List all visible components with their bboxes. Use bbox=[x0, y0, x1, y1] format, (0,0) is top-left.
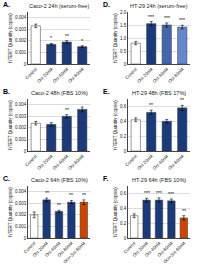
svg-text:0.001: 0.001 bbox=[15, 224, 27, 229]
svg-text:0.001: 0.001 bbox=[15, 50, 27, 55]
svg-text:**: ** bbox=[57, 202, 61, 208]
svg-text:Control: Control bbox=[23, 241, 37, 255]
svg-text:**: ** bbox=[69, 192, 73, 198]
svg-text:HT-29 48h (FBS 17%): HT-29 48h (FBS 17%) bbox=[132, 90, 186, 96]
svg-text:Oct 60nM: Oct 60nM bbox=[56, 240, 74, 258]
svg-text:Oct 20nM: Oct 20nM bbox=[36, 153, 54, 171]
svg-text:Oct+Sst 60nM: Oct+Sst 60nM bbox=[162, 240, 186, 264]
svg-text:Control: Control bbox=[124, 154, 138, 168]
svg-text:C.: C. bbox=[3, 175, 10, 182]
svg-text:**: ** bbox=[149, 102, 153, 108]
svg-text:***: *** bbox=[164, 15, 170, 21]
svg-text:Oct 20nM: Oct 20nM bbox=[36, 66, 54, 84]
svg-text:0: 0 bbox=[124, 149, 127, 154]
svg-text:Control: Control bbox=[24, 154, 38, 168]
svg-text:hTERT Quantity (copies): hTERT Quantity (copies) bbox=[113, 100, 118, 150]
svg-text:hTERT Quantity (copies): hTERT Quantity (copies) bbox=[8, 187, 13, 237]
svg-text:hTERT Quantity (copies): hTERT Quantity (copies) bbox=[113, 13, 118, 63]
svg-text:1.5: 1.5 bbox=[120, 23, 127, 28]
svg-text:D.: D. bbox=[103, 1, 110, 8]
svg-text:Oct 20nM: Oct 20nM bbox=[132, 240, 150, 258]
svg-text:Oct 40nM: Oct 40nM bbox=[44, 240, 62, 258]
svg-text:0.4: 0.4 bbox=[120, 119, 127, 124]
svg-text:**: ** bbox=[65, 33, 69, 39]
svg-text:1.0: 1.0 bbox=[120, 36, 127, 41]
svg-text:0.004: 0.004 bbox=[15, 189, 27, 194]
svg-text:Oct 40nM: Oct 40nM bbox=[52, 66, 70, 84]
svg-text:F.: F. bbox=[103, 175, 109, 182]
svg-text:HT-29 64h (FBS 10%): HT-29 64h (FBS 10%) bbox=[132, 177, 186, 183]
svg-text:Oct 20nM: Oct 20nM bbox=[136, 153, 154, 171]
svg-text:Oct 40nM: Oct 40nM bbox=[152, 153, 170, 171]
svg-text:0.002: 0.002 bbox=[15, 212, 27, 217]
svg-text:0: 0 bbox=[24, 62, 27, 67]
svg-text:hTERT Quantity (copies): hTERT Quantity (copies) bbox=[113, 187, 118, 237]
svg-text:hTERT Quantity (copies): hTERT Quantity (copies) bbox=[8, 100, 13, 150]
svg-text:2.0: 2.0 bbox=[120, 10, 127, 15]
svg-text:0: 0 bbox=[24, 236, 27, 241]
svg-text:0: 0 bbox=[24, 149, 27, 154]
svg-text:0.4: 0.4 bbox=[120, 206, 127, 211]
svg-text:***: *** bbox=[156, 190, 162, 196]
svg-text:Control: Control bbox=[123, 241, 137, 255]
svg-text:0.2: 0.2 bbox=[120, 221, 127, 226]
svg-text:0.003: 0.003 bbox=[15, 114, 27, 119]
svg-text:0.002: 0.002 bbox=[15, 125, 27, 130]
svg-text:Caco-2 24h (serum-free): Caco-2 24h (serum-free) bbox=[29, 3, 89, 9]
svg-text:B.: B. bbox=[3, 88, 10, 95]
svg-text:A.: A. bbox=[3, 1, 10, 8]
svg-text:**: ** bbox=[82, 192, 86, 198]
svg-text:Oct 40nM: Oct 40nM bbox=[152, 66, 170, 84]
svg-text:0.5: 0.5 bbox=[120, 49, 127, 54]
svg-text:*: * bbox=[50, 35, 52, 41]
svg-text:Oct 60nM: Oct 60nM bbox=[167, 66, 185, 84]
svg-text:0.2: 0.2 bbox=[120, 134, 127, 139]
svg-text:Oct 60nM: Oct 60nM bbox=[167, 153, 185, 171]
svg-text:Control: Control bbox=[124, 67, 138, 81]
svg-text:***: *** bbox=[144, 190, 150, 196]
svg-text:Oct 40nM: Oct 40nM bbox=[52, 153, 70, 171]
svg-text:**: ** bbox=[182, 208, 186, 214]
svg-text:0.004: 0.004 bbox=[15, 102, 27, 107]
svg-text:Oct 60nM: Oct 60nM bbox=[67, 153, 85, 171]
svg-text:0.002: 0.002 bbox=[15, 38, 27, 43]
svg-text:E.: E. bbox=[103, 88, 110, 95]
svg-text:Caco-2 64h (FBS 10%): Caco-2 64h (FBS 10%) bbox=[31, 177, 88, 183]
svg-text:Oct 40nM: Oct 40nM bbox=[144, 240, 162, 258]
svg-text:hTERT Quantity (copies): hTERT Quantity (copies) bbox=[8, 13, 13, 63]
svg-text:Oct 60nM: Oct 60nM bbox=[156, 240, 174, 258]
svg-text:0: 0 bbox=[124, 236, 127, 241]
svg-text:0.6: 0.6 bbox=[120, 104, 127, 109]
svg-text:Control: Control bbox=[24, 67, 38, 81]
svg-text:Oct+Sst 60nM: Oct+Sst 60nM bbox=[62, 240, 86, 264]
svg-text:HT-29 24h (serum-free): HT-29 24h (serum-free) bbox=[130, 3, 188, 9]
svg-text:*: * bbox=[81, 38, 83, 44]
svg-text:Oct 20nM: Oct 20nM bbox=[136, 66, 154, 84]
svg-text:**: ** bbox=[180, 97, 184, 103]
svg-text:0.003: 0.003 bbox=[15, 201, 27, 206]
svg-text:**: ** bbox=[45, 190, 49, 196]
svg-text:0: 0 bbox=[124, 62, 127, 67]
svg-text:0.003: 0.003 bbox=[15, 27, 27, 32]
svg-text:0.004: 0.004 bbox=[15, 15, 27, 20]
svg-text:Oct 20nM: Oct 20nM bbox=[32, 240, 50, 258]
svg-text:***: *** bbox=[148, 14, 154, 20]
svg-text:***: *** bbox=[179, 17, 185, 23]
svg-text:Caco-2 48h (FBS 10%): Caco-2 48h (FBS 10%) bbox=[31, 90, 88, 96]
svg-text:Oct 60nM: Oct 60nM bbox=[67, 66, 85, 84]
svg-text:0.001: 0.001 bbox=[15, 137, 27, 142]
svg-text:***: *** bbox=[168, 191, 174, 197]
svg-text:0.6: 0.6 bbox=[120, 191, 127, 196]
svg-text:**: ** bbox=[65, 107, 69, 113]
